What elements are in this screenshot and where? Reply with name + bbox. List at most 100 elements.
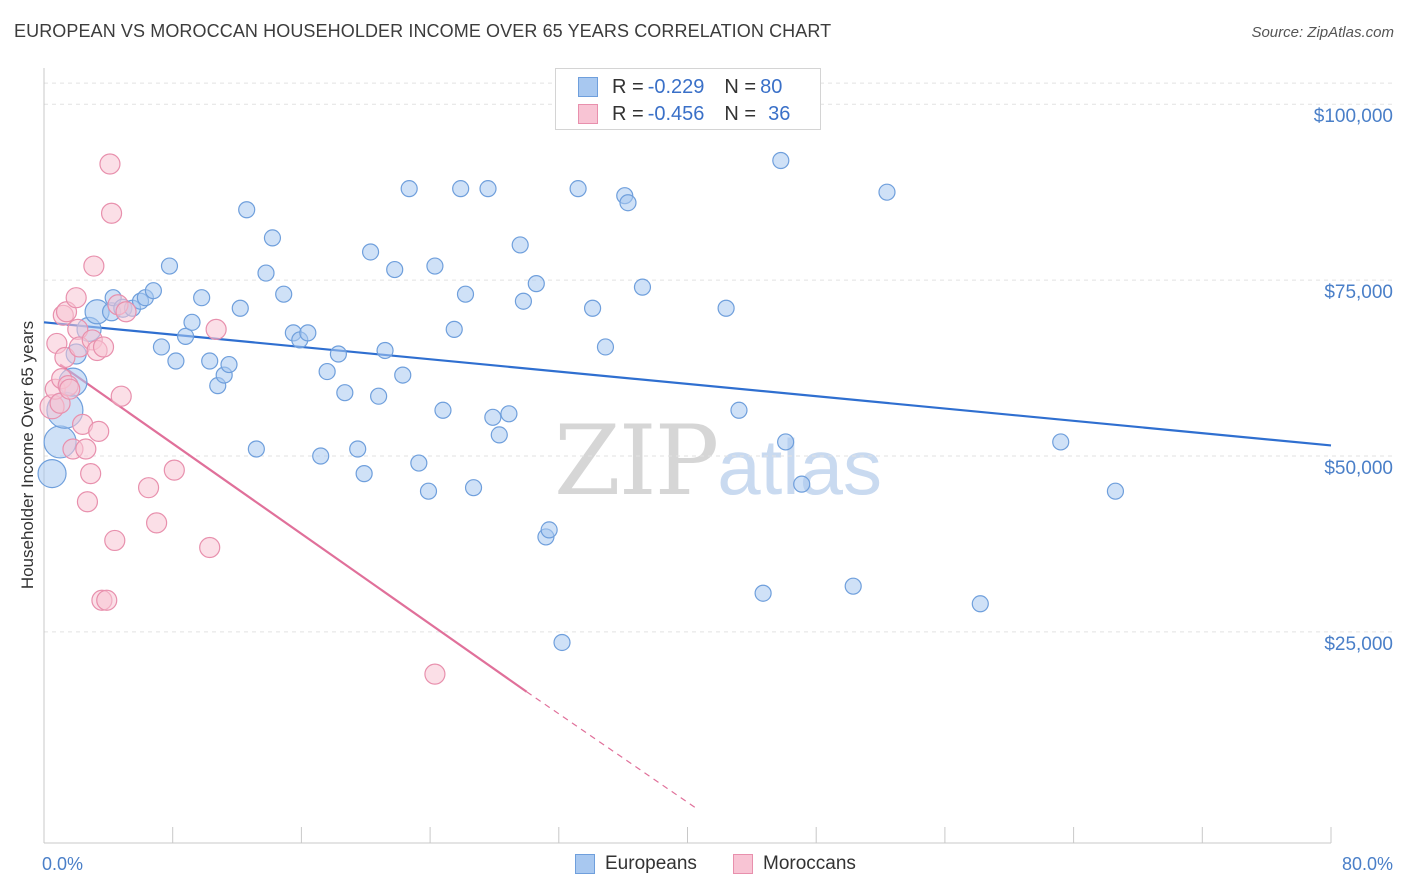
data-point — [361, 243, 380, 261]
legend-row-moroccans: R = -0.456 N = 36 — [578, 101, 790, 127]
data-point — [484, 408, 502, 426]
data-point — [275, 285, 293, 303]
data-point — [400, 180, 418, 198]
data-points — [37, 151, 1125, 685]
legend-r-label: R = — [612, 75, 644, 98]
legend-swatch-moroccans — [578, 104, 598, 124]
data-point — [115, 301, 137, 323]
chart-title: EUROPEAN VS MOROCCAN HOUSEHOLDER INCOME … — [14, 21, 832, 41]
data-point — [152, 338, 171, 356]
data-point — [424, 663, 446, 685]
data-point — [92, 336, 115, 358]
data-point — [479, 180, 497, 198]
data-point — [238, 201, 256, 219]
data-point — [434, 401, 452, 419]
legend-row-europeans: R = -0.229 N = 80 — [578, 74, 782, 100]
data-point — [99, 153, 121, 175]
legend-n-value: 36 — [768, 102, 791, 125]
tick-labels: $100,000 $75,000 $50,000 $25,000 0.0% 80.0% — [42, 106, 1393, 874]
legend-n-value: 80 — [760, 75, 783, 98]
data-point — [426, 257, 444, 275]
data-point — [201, 352, 219, 370]
data-point — [511, 236, 529, 254]
data-point — [633, 278, 652, 296]
data-point — [878, 183, 896, 201]
data-point — [183, 313, 201, 331]
data-point — [205, 318, 227, 340]
y-tick-label: $25,000 — [1324, 634, 1393, 655]
data-point — [844, 577, 862, 595]
y-tick-label: $75,000 — [1324, 282, 1393, 303]
data-point — [59, 378, 81, 400]
data-point — [717, 299, 735, 317]
data-point — [793, 475, 811, 493]
data-point — [37, 459, 67, 489]
legend-r-value: -0.456 — [647, 102, 705, 125]
moroccans-swatch — [733, 854, 753, 874]
data-point — [514, 292, 533, 310]
moroccans-label: Moroccans — [763, 853, 856, 874]
data-point — [772, 151, 790, 170]
data-point — [619, 194, 637, 212]
source-label: Source: ZipAtlas.com — [1251, 24, 1394, 41]
data-point — [553, 633, 571, 652]
trend-extension-moroccans — [526, 691, 696, 809]
data-point — [80, 463, 102, 485]
data-point — [76, 491, 99, 513]
data-point — [730, 401, 748, 419]
series-europeans — [37, 151, 1125, 652]
data-point — [500, 405, 518, 423]
data-point — [199, 536, 221, 559]
data-point — [247, 440, 265, 458]
data-point — [54, 346, 76, 369]
data-point — [349, 440, 367, 458]
data-point — [220, 355, 238, 374]
data-point — [464, 479, 483, 497]
y-axis-label: Householder Income Over 65 years — [18, 321, 37, 589]
data-point — [65, 287, 87, 309]
data-point — [104, 529, 126, 552]
data-point — [318, 362, 336, 381]
data-point — [231, 299, 249, 317]
data-point — [312, 447, 330, 465]
data-point — [160, 257, 179, 275]
data-point — [144, 282, 162, 300]
europeans-label: Europeans — [605, 853, 697, 874]
data-point — [96, 589, 118, 611]
data-point — [137, 477, 160, 499]
data-point — [386, 260, 404, 279]
correlation-legend: R = -0.229 N = 80 R = -0.456 N = 36 — [555, 68, 821, 130]
legend-item-moroccans[interactable]: Moroccans — [733, 852, 856, 876]
data-point — [176, 327, 195, 346]
data-point — [777, 433, 795, 451]
data-point — [394, 366, 412, 384]
trend-line-europeans — [43, 321, 1332, 447]
data-point — [452, 180, 470, 198]
data-point — [1106, 482, 1125, 500]
data-point — [355, 465, 373, 483]
data-point — [583, 299, 602, 317]
legend-r-value: -0.229 — [647, 75, 705, 98]
x-tick-label: 80.0% — [1342, 854, 1393, 874]
data-point — [88, 420, 110, 442]
data-point — [410, 454, 428, 472]
data-point — [490, 426, 508, 444]
data-point — [971, 595, 989, 613]
legend-n-label: N = — [724, 102, 757, 125]
data-point — [167, 352, 185, 370]
data-point — [370, 387, 388, 405]
axes — [43, 68, 1332, 844]
legend-n-label: N = — [724, 75, 757, 98]
data-point — [336, 384, 354, 402]
europeans-swatch — [575, 854, 595, 874]
data-point — [100, 202, 123, 224]
data-point — [146, 512, 168, 534]
legend-item-europeans[interactable]: Europeans — [575, 852, 697, 876]
data-point — [527, 275, 545, 293]
gridlines — [44, 82, 1393, 633]
data-point — [263, 229, 282, 247]
data-point — [569, 180, 587, 198]
data-point — [596, 338, 615, 356]
legend-swatch-europeans — [578, 77, 598, 97]
